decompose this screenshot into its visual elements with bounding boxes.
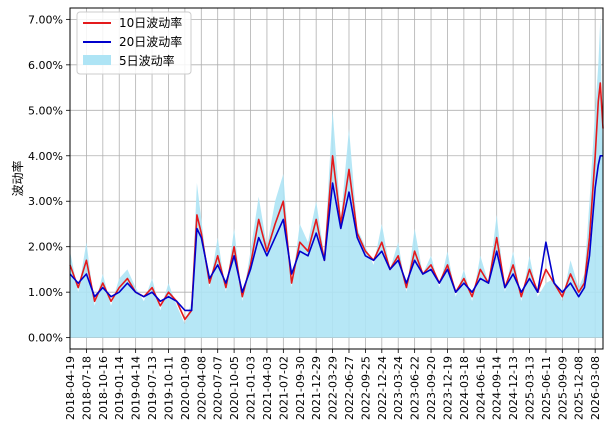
x-tick-label: 2019-07-13: [146, 356, 159, 420]
y-tick-label: 2.00%: [28, 241, 63, 254]
x-tick-label: 2020-04-08: [195, 356, 208, 420]
x-tick-label: 2024-03-18: [458, 356, 471, 420]
x-tick-label: 2024-06-16: [474, 356, 487, 420]
legend-label-5d: 5日波动率: [119, 53, 175, 68]
x-tick-label: 2021-09-30: [294, 356, 307, 420]
x-tick-label: 2020-01-09: [179, 356, 192, 420]
series-20d-line: [69, 155, 603, 312]
y-tick-label: 6.00%: [28, 59, 63, 72]
x-tick-label: 2025-09-09: [556, 356, 569, 420]
x-tick-label: 2018-07-18: [80, 356, 93, 420]
x-tick-label: 2025-03-13: [524, 356, 537, 420]
y-tick-label: 5.00%: [28, 104, 63, 117]
x-tick-label: 2018-10-16: [97, 356, 110, 420]
x-tick-label: 2025-06-11: [540, 356, 553, 420]
plot-frame: [69, 7, 604, 350]
x-tick-label: 2024-12-13: [507, 356, 520, 420]
x-tick-label: 2023-12-19: [441, 356, 454, 420]
x-tick-label: 2019-04-14: [130, 356, 143, 420]
y-tick-label: 7.00%: [28, 13, 63, 26]
x-tick-label: 2022-09-25: [359, 356, 372, 420]
y-tick-label: 4.00%: [28, 150, 63, 163]
x-tick-label: 2021-01-03: [245, 356, 258, 420]
x-tick-label: 2023-06-22: [409, 356, 422, 420]
x-tick-label: 2018-04-19: [64, 356, 77, 420]
x-tick-label: 2020-07-07: [212, 356, 225, 420]
legend-label-20d: 20日波动率: [119, 34, 182, 49]
y-tick-label: 0.00%: [28, 332, 63, 345]
x-tick-label: 2020-10-05: [228, 356, 241, 420]
x-tick-label: 2021-12-29: [310, 356, 323, 420]
x-tick-label: 2024-09-14: [491, 356, 504, 420]
series-5d-area: [70, 19, 603, 338]
x-tick-label: 2025-12-08: [573, 356, 586, 420]
x-tick-label: 2022-03-29: [327, 356, 340, 420]
x-tick-label: 2019-10-11: [162, 356, 175, 420]
x-tick-label: 2019-01-14: [113, 356, 126, 420]
y-tick-label: 1.00%: [28, 286, 63, 299]
y-tick-label: 3.00%: [28, 195, 63, 208]
legend-label-10d: 10日波动率: [119, 15, 182, 30]
x-tick-label: 2026-03-08: [589, 356, 602, 420]
x-tick-label: 2023-03-24: [392, 356, 405, 420]
x-tick-label: 2021-04-03: [261, 356, 274, 420]
x-tick-label: 2022-12-24: [376, 356, 389, 420]
x-tick-label: 2021-07-02: [277, 356, 290, 420]
x-tick-label: 2022-06-27: [343, 356, 356, 420]
legend-swatch-5d: [83, 55, 111, 65]
y-axis-label: 波动率: [10, 160, 25, 196]
x-tick-label: 2023-09-20: [425, 356, 438, 420]
